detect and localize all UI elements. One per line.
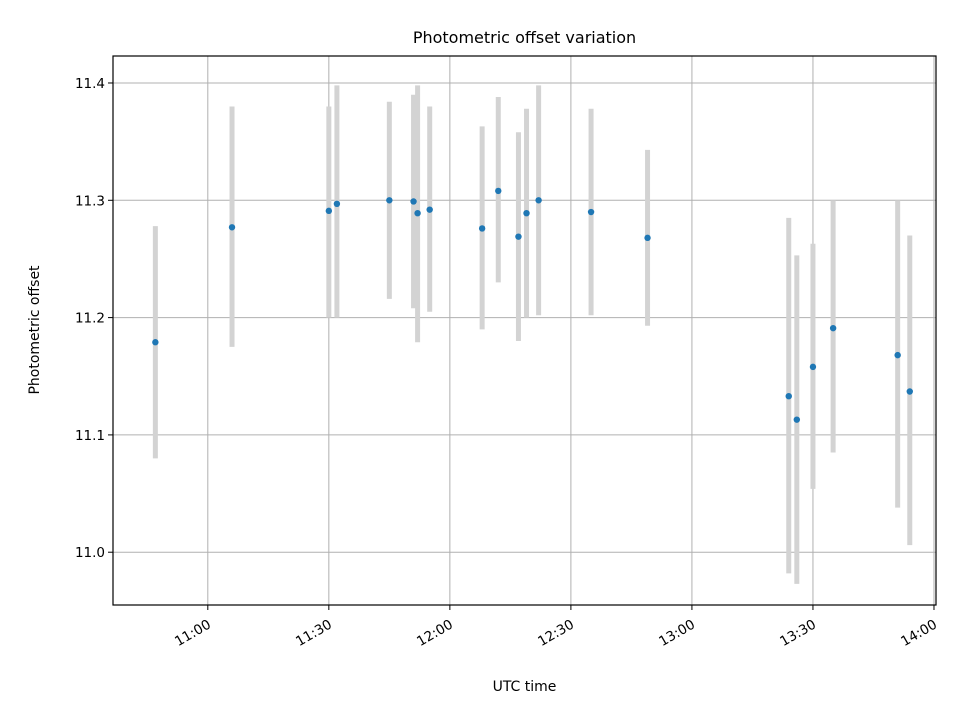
chart-title: Photometric offset variation [413, 28, 636, 47]
data-point [426, 206, 433, 213]
y-axis-label: Photometric offset [27, 265, 43, 395]
y-tick-label: 11.1 [75, 428, 105, 444]
y-tick-label: 11.2 [75, 311, 105, 327]
data-point [410, 198, 417, 205]
data-point [523, 209, 530, 217]
data-point [587, 208, 595, 216]
plot-frame [112, 55, 937, 606]
data-point [644, 234, 651, 242]
data-point [333, 200, 341, 208]
data-point [515, 233, 522, 240]
x-axis-label: UTC time [493, 679, 557, 695]
data-points [152, 187, 913, 423]
y-tick-label: 11.3 [75, 193, 105, 209]
y-axis: 11.0 11.1 11.2 11.3 11.4 [75, 76, 113, 561]
data-point [793, 416, 801, 423]
y-tick-label: 11.4 [75, 76, 105, 92]
data-point [809, 363, 817, 371]
data-point [386, 197, 393, 204]
data-point [478, 225, 486, 232]
data-point [829, 324, 837, 332]
data-point [325, 207, 333, 215]
data-point [495, 187, 502, 195]
data-point [535, 197, 542, 204]
data-point [894, 351, 901, 359]
data-point [906, 388, 913, 395]
data-point [785, 392, 792, 400]
data-point [152, 339, 159, 346]
data-point [228, 224, 236, 231]
data-point [414, 209, 421, 217]
y-tick-label: 11.0 [75, 545, 105, 561]
